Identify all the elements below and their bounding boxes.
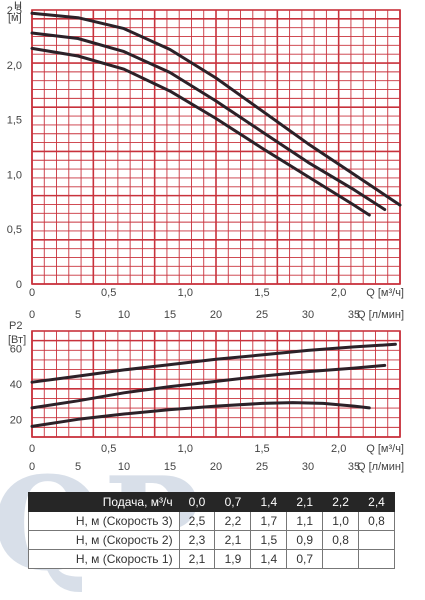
- x-tick-label-m3h: 1,0: [178, 443, 193, 455]
- y-tick-label: 60: [10, 344, 22, 356]
- table-cell: 2,1: [214, 530, 252, 550]
- table-header-cell: 0,7: [214, 492, 252, 512]
- table-header-cell: 1,4: [250, 492, 288, 512]
- x-axis-label-lmin: Q [л/мин]: [357, 309, 404, 321]
- curve-speed-2: [30, 363, 387, 410]
- table-cell: [358, 549, 395, 569]
- table-cell: 0,8: [358, 511, 395, 531]
- table-row: Н, м (Скорость 2) 2,3 2,1 1,5 0,9 0,8: [28, 530, 395, 550]
- table-row: Н, м (Скорость 1) 2,1 1,9 1,4 0,7: [28, 549, 395, 569]
- x-tick-label-lmin: 0: [29, 461, 35, 473]
- x-tick-label-lmin: 5: [75, 309, 81, 321]
- y-axis-name: H: [14, 0, 22, 12]
- x-tick-label-lmin: 35: [348, 461, 360, 473]
- performance-table: Подача, м³/ч 0,0 0,7 1,4 2,1 2,2 2,4 Н, …: [28, 492, 395, 569]
- y-axis-unit: [м]: [8, 12, 22, 24]
- table-cell: [358, 530, 395, 550]
- y-axis-unit: [Вт]: [8, 334, 26, 346]
- x-tick-label-m3h: 0: [29, 287, 35, 299]
- table-header-cell: Подача, м³/ч: [28, 492, 180, 512]
- curve-speed-1: [30, 401, 371, 428]
- x-tick-label-lmin: 0: [29, 309, 35, 321]
- y-tick-label: 20: [10, 414, 22, 426]
- x-tick-label-m3h: 1,5: [254, 287, 269, 299]
- y-tick-label: 2,5: [7, 5, 22, 17]
- x-tick-label-m3h: 1,5: [254, 443, 269, 455]
- x-tick-label-m3h: 1,0: [178, 287, 193, 299]
- x-tick-label-lmin: 15: [164, 309, 176, 321]
- table-header-cell: 0,0: [178, 492, 216, 512]
- x-tick-label-lmin: 30: [302, 309, 314, 321]
- x-tick-label-m3h: 2,0: [331, 443, 346, 455]
- table-cell: Н, м (Скорость 1): [28, 549, 180, 569]
- x-tick-label-m3h: 0,5: [101, 287, 116, 299]
- x-tick-label-lmin: 5: [75, 461, 81, 473]
- x-tick-label-m3h: 0: [29, 443, 35, 455]
- table-cell: 1,4: [250, 549, 288, 569]
- x-tick-label-lmin: 20: [210, 461, 222, 473]
- table-cell: [322, 549, 360, 569]
- x-tick-label-lmin: 25: [256, 309, 268, 321]
- y-tick-label: 1,5: [7, 115, 22, 127]
- table-header-cell: 2,2: [322, 492, 360, 512]
- x-tick-label-lmin: 10: [118, 309, 130, 321]
- table-cell: 1,5: [250, 530, 288, 550]
- x-tick-label-lmin: 10: [118, 461, 130, 473]
- table-header-row: Подача, м³/ч 0,0 0,7 1,4 2,1 2,2 2,4: [28, 492, 395, 512]
- table-cell: 2,2: [214, 511, 252, 531]
- y-tick-label: 2,0: [7, 60, 22, 72]
- table-cell: 0,7: [286, 549, 324, 569]
- charts-canvas: 0 0,5 1,0 1,5 2,0 2,5H[м] 0 0,5 1,0 1,5 2,0 Q [м³/ч…: [7, 0, 404, 473]
- table-cell: 0,8: [322, 530, 360, 550]
- y-tick-label: 0: [16, 279, 22, 291]
- table-cell: 1,1: [286, 511, 324, 531]
- table-header-cell: 2,1: [286, 492, 324, 512]
- table-cell: 1,7: [250, 511, 288, 531]
- table-cell: 2,5: [178, 511, 216, 531]
- chart-2: [30, 330, 401, 438]
- table-cell: Н, м (Скорость 3): [28, 511, 180, 531]
- table-cell: 1,0: [322, 511, 360, 531]
- x-tick-label-m3h: 2,0: [331, 287, 346, 299]
- table-cell: 0,9: [286, 530, 324, 550]
- x-tick-label-lmin: 20: [210, 309, 222, 321]
- curve-speed-1: [30, 46, 371, 217]
- plot-frame: [31, 330, 401, 438]
- x-tick-label-lmin: 15: [164, 461, 176, 473]
- y-tick-label: 0,5: [7, 224, 22, 236]
- chart-1: [30, 9, 402, 285]
- y-tick-label: 1,0: [7, 169, 22, 181]
- x-tick-label-lmin: 25: [256, 461, 268, 473]
- x-axis-label-m3h: Q [м³/ч]: [366, 287, 404, 299]
- x-tick-label-lmin: 30: [302, 461, 314, 473]
- table-row: Н, м (Скорость 3) 2,5 2,2 1,7 1,1 1,0 0,…: [28, 511, 395, 531]
- x-axis-label-lmin: Q [л/мин]: [357, 461, 404, 473]
- table-cell: 2,3: [178, 530, 216, 550]
- curve-speed-3: [30, 342, 397, 384]
- table-cell: 2,1: [178, 549, 216, 569]
- table-cell: 1,9: [214, 549, 252, 569]
- plot-frame: [31, 9, 401, 285]
- x-tick-label-m3h: 0,5: [101, 443, 116, 455]
- curve-speed-2: [30, 31, 387, 211]
- x-tick-label-lmin: 35: [348, 309, 360, 321]
- table-header-cell: 2,4: [358, 492, 395, 512]
- x-axis-label-m3h: Q [м³/ч]: [366, 443, 404, 455]
- y-axis-name: P2: [9, 320, 22, 332]
- table-cell: Н, м (Скорость 2): [28, 530, 180, 550]
- y-tick-label: 40: [10, 379, 22, 391]
- curve-speed-3: [30, 11, 402, 207]
